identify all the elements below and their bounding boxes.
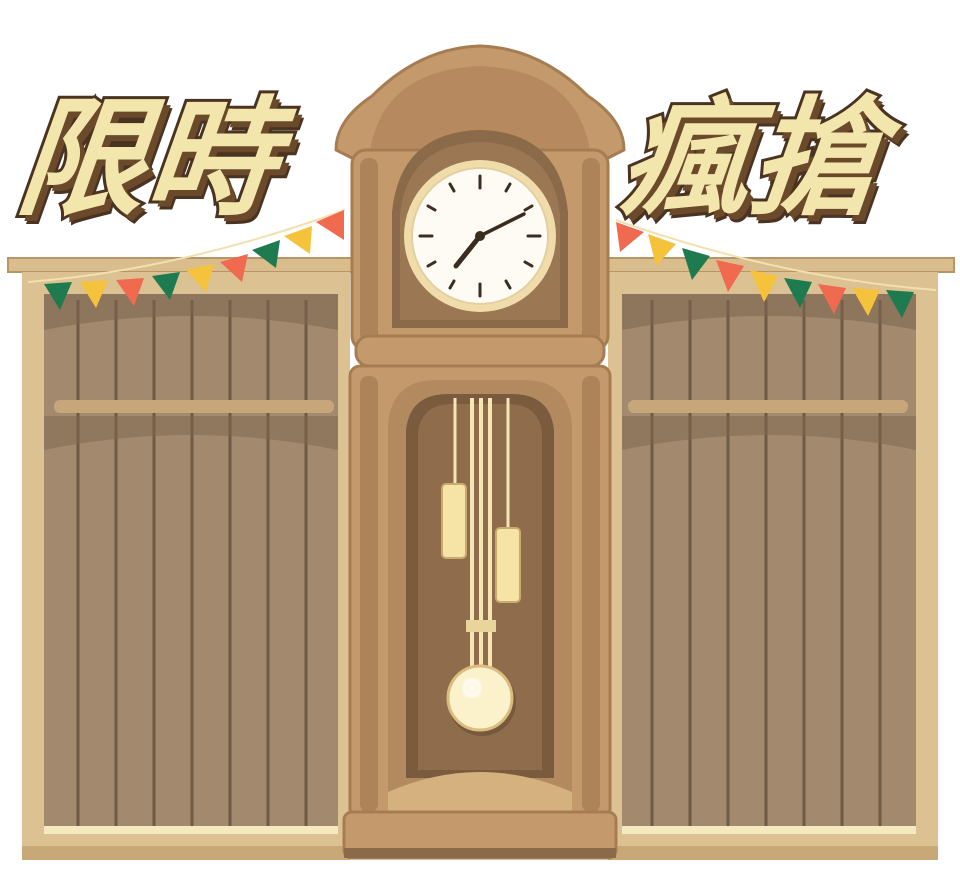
right-cabinet: [601, 257, 955, 860]
pendulum-icon: [441, 398, 521, 736]
bunting-flags-icon: [27, 209, 346, 310]
right-cabinet-slats: [650, 300, 882, 828]
grandfather-clock-icon: [334, 44, 626, 860]
bunting-flags-icon: [615, 219, 937, 318]
left-cabinet: [7, 257, 359, 860]
banner-title-right: 瘋搶: [611, 82, 893, 237]
banner-title-left: 限時: [7, 82, 289, 237]
clock-face: [404, 160, 556, 312]
clock-hands: [453, 212, 526, 269]
left-cabinet-slats: [76, 300, 308, 828]
